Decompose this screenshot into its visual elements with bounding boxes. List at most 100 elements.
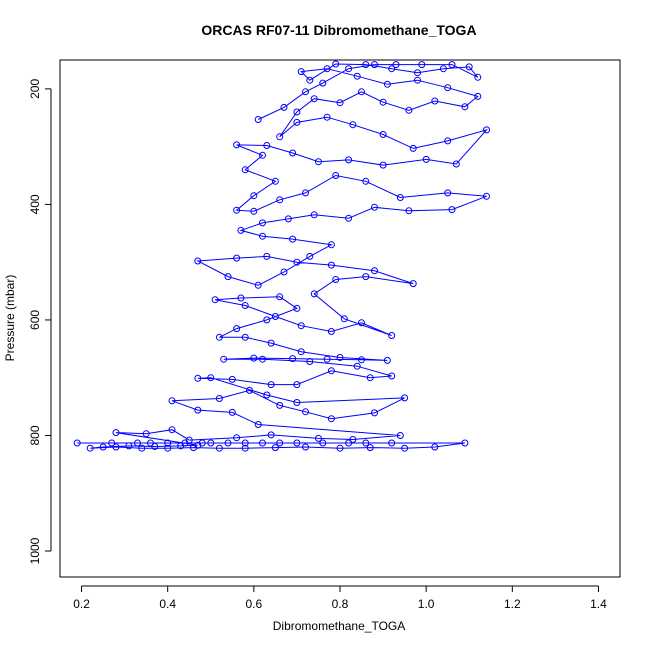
data-point xyxy=(194,441,202,449)
data-point xyxy=(194,374,202,382)
data-point xyxy=(138,444,146,452)
data-point xyxy=(297,68,305,76)
data-point xyxy=(254,421,262,428)
data-point xyxy=(267,431,275,439)
data-point xyxy=(452,160,460,168)
data-point xyxy=(392,61,400,69)
data-point xyxy=(358,319,365,327)
y-axis: 200 400 600 800 1000 xyxy=(28,79,52,564)
data-point xyxy=(134,439,141,447)
data-point xyxy=(319,439,327,447)
data-point xyxy=(323,355,331,363)
data-point xyxy=(207,439,215,447)
data-point xyxy=(349,436,357,443)
y-tick-label: 400 xyxy=(28,194,42,214)
data-point xyxy=(371,267,378,275)
data-point xyxy=(302,88,309,96)
data-point xyxy=(228,408,236,416)
data-point xyxy=(185,436,193,444)
data-point xyxy=(431,97,439,105)
data-point xyxy=(297,322,305,330)
data-point xyxy=(233,254,241,262)
data-point xyxy=(233,141,241,149)
data-point xyxy=(332,276,340,283)
data-point xyxy=(388,332,396,339)
data-point xyxy=(250,207,258,215)
data-point xyxy=(409,280,417,288)
data-point xyxy=(327,328,335,335)
data-point xyxy=(259,355,266,363)
data-point xyxy=(254,281,262,289)
data-point xyxy=(323,65,331,73)
data-point xyxy=(241,439,249,447)
data-point xyxy=(310,95,318,103)
data-point xyxy=(241,444,249,452)
x-tick-label: 0.2 xyxy=(73,597,90,611)
data-point xyxy=(280,103,288,111)
data-point xyxy=(267,381,275,389)
data-point xyxy=(345,65,353,73)
data-point xyxy=(280,268,288,276)
data-point xyxy=(336,99,344,107)
data-point xyxy=(418,61,426,69)
data-point xyxy=(396,194,404,201)
data-point xyxy=(414,76,421,84)
data-point xyxy=(289,355,297,363)
data-point xyxy=(401,394,409,402)
data-point xyxy=(358,356,365,364)
plot-frame xyxy=(59,59,621,578)
data-point xyxy=(444,84,452,92)
data-point xyxy=(293,399,301,406)
data-point xyxy=(405,207,413,215)
data-point xyxy=(353,362,361,370)
y-tick-label: 200 xyxy=(28,79,42,99)
data-point xyxy=(267,339,275,347)
data-point xyxy=(263,142,271,149)
data-point xyxy=(310,211,318,219)
data-point xyxy=(164,439,172,447)
x-tick-label: 1.4 xyxy=(590,597,607,611)
data-point xyxy=(371,61,378,69)
data-point xyxy=(353,72,361,80)
data-point xyxy=(371,203,378,211)
data-point xyxy=(340,315,348,323)
data-point xyxy=(332,172,340,179)
data-point xyxy=(388,65,396,73)
data-point xyxy=(237,294,245,302)
data-point xyxy=(362,61,370,69)
data-point xyxy=(215,333,223,341)
data-point xyxy=(207,374,215,382)
data-point xyxy=(86,444,94,452)
data-point xyxy=(293,304,301,312)
data-point xyxy=(293,381,301,389)
data-point xyxy=(271,313,279,320)
data-point xyxy=(259,232,266,240)
data-point xyxy=(259,151,266,159)
data-point xyxy=(302,443,309,451)
data-point xyxy=(306,252,314,260)
data-point xyxy=(125,442,133,450)
data-point xyxy=(448,206,456,214)
data-point xyxy=(323,113,331,121)
data-point xyxy=(405,106,413,114)
data-point xyxy=(293,118,301,126)
data-point xyxy=(302,408,309,416)
data-point xyxy=(259,219,266,227)
data-point xyxy=(297,348,305,356)
data-point xyxy=(327,261,335,269)
data-point xyxy=(332,60,340,68)
data-point xyxy=(194,406,202,414)
data-point xyxy=(233,325,241,333)
data-point xyxy=(147,439,154,447)
data-point xyxy=(439,65,447,73)
plot-area xyxy=(73,60,490,452)
data-point xyxy=(383,80,391,88)
data-point xyxy=(284,215,292,223)
series-line xyxy=(77,63,489,449)
data-point xyxy=(254,116,262,123)
data-point xyxy=(241,302,249,309)
data-point xyxy=(383,356,391,364)
data-point xyxy=(349,121,357,129)
data-point xyxy=(310,290,318,298)
